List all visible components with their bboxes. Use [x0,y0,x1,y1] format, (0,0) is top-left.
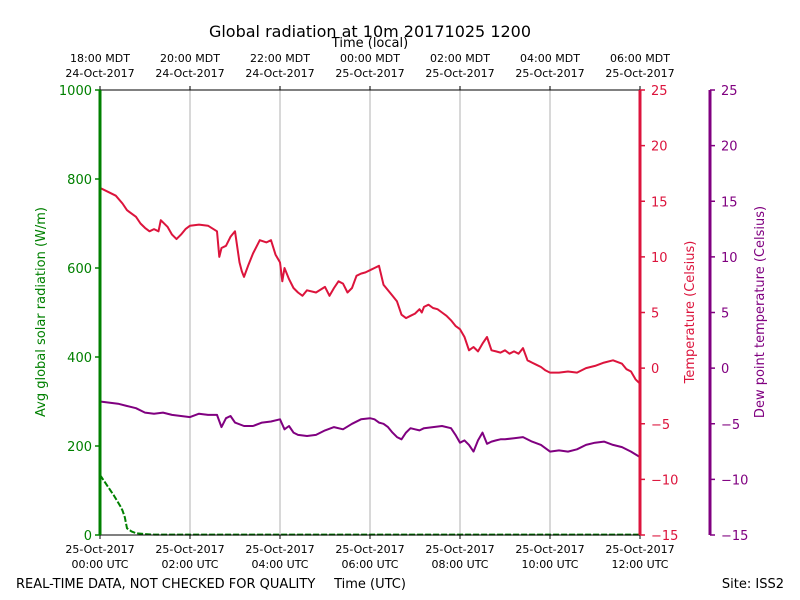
x-tick-time: 06:00 UTC [341,558,398,571]
temperature-tick-label: 20 [651,140,668,155]
top-tick-date: 24-Oct-2017 [155,67,224,80]
x-tick-date: 25-Oct-2017 [425,543,494,556]
top-tick-date: 25-Oct-2017 [335,67,404,80]
top-tick-time: 04:00 MDT [520,52,580,65]
dewpoint-tick-label: −15 [721,529,748,544]
dewpoint-tick-label: 10 [721,251,738,266]
x-tick-time: 08:00 UTC [431,558,488,571]
dewpoint-series-line [99,400,641,458]
series-layer [99,187,641,536]
temperature-axis-label: Temperature (Celsius) [683,241,698,385]
x-tick-time: 12:00 UTC [611,558,668,571]
top-tick-time: 00:00 MDT [340,52,400,65]
x-tick-time: 04:00 UTC [251,558,308,571]
x-tick-date: 25-Oct-2017 [515,543,584,556]
grid [189,90,551,535]
x-tick-time: 00:00 UTC [71,558,128,571]
temperature-series-line [99,187,641,385]
top-tick-date: 24-Oct-2017 [65,67,134,80]
dewpoint-tick-label: 0 [721,362,729,377]
radiation-tick-label: 600 [67,262,92,277]
x-tick-date: 25-Oct-2017 [605,543,674,556]
radiation-tick-label: 200 [67,440,92,455]
site-label: Site: ISS2 [722,577,784,592]
radiation-tick-label: 1000 [59,84,92,99]
x-tick-time: 10:00 UTC [521,558,578,571]
temperature-tick-label: 0 [651,362,659,377]
top-tick-date: 24-Oct-2017 [245,67,314,80]
chart-title: Global radiation at 10m 20171025 1200 [209,22,531,41]
top-tick-date: 25-Oct-2017 [425,67,494,80]
x-tick-date: 25-Oct-2017 [335,543,404,556]
radiation-tick-label: 0 [84,529,92,544]
radiation-tick-label: 400 [67,351,92,366]
x-axis-label: Time (UTC) [333,577,406,592]
radiation-series-line [99,474,640,536]
temperature-tick-label: −15 [651,529,678,544]
dewpoint-tick-label: 25 [721,84,738,99]
top-tick-time: 18:00 MDT [70,52,130,65]
radiation-axis-label: Avg global solar radiation (W/m) [34,207,49,417]
temperature-tick-label: −10 [651,473,678,488]
temperature-tick-label: −5 [651,418,670,433]
x-tick-time: 02:00 UTC [161,558,218,571]
temperature-tick-label: 15 [651,195,668,210]
dewpoint-tick-label: 20 [721,140,738,155]
ticks: 25-Oct-2017 00:00 UTC 25-Oct-2017 02:00 UTC… [59,52,749,571]
temperature-tick-label: 25 [651,84,668,99]
top-tick-date: 25-Oct-2017 [605,67,674,80]
top-tick-time: 20:00 MDT [160,52,220,65]
quality-disclaimer: REAL-TIME DATA, NOT CHECKED FOR QUALITY [16,577,315,592]
top-tick-date: 25-Oct-2017 [515,67,584,80]
temperature-tick-label: 10 [651,251,668,266]
x-tick-date: 25-Oct-2017 [155,543,224,556]
x-tick-date: 25-Oct-2017 [245,543,314,556]
top-tick-time: 22:00 MDT [250,52,310,65]
top-tick-time: 06:00 MDT [610,52,670,65]
radiation-tick-label: 800 [67,173,92,188]
x-tick-date: 25-Oct-2017 [65,543,134,556]
dewpoint-tick-label: −10 [721,473,748,488]
dewpoint-tick-label: 5 [721,307,729,322]
dewpoint-tick-label: 15 [721,195,738,210]
dewpoint-axis-label: Dew point temperature (Celsius) [753,206,768,418]
top-tick-time: 02:00 MDT [430,52,490,65]
dewpoint-tick-label: −5 [721,418,740,433]
top-axis-label: Time (local) [331,36,408,51]
temperature-tick-label: 5 [651,307,659,322]
